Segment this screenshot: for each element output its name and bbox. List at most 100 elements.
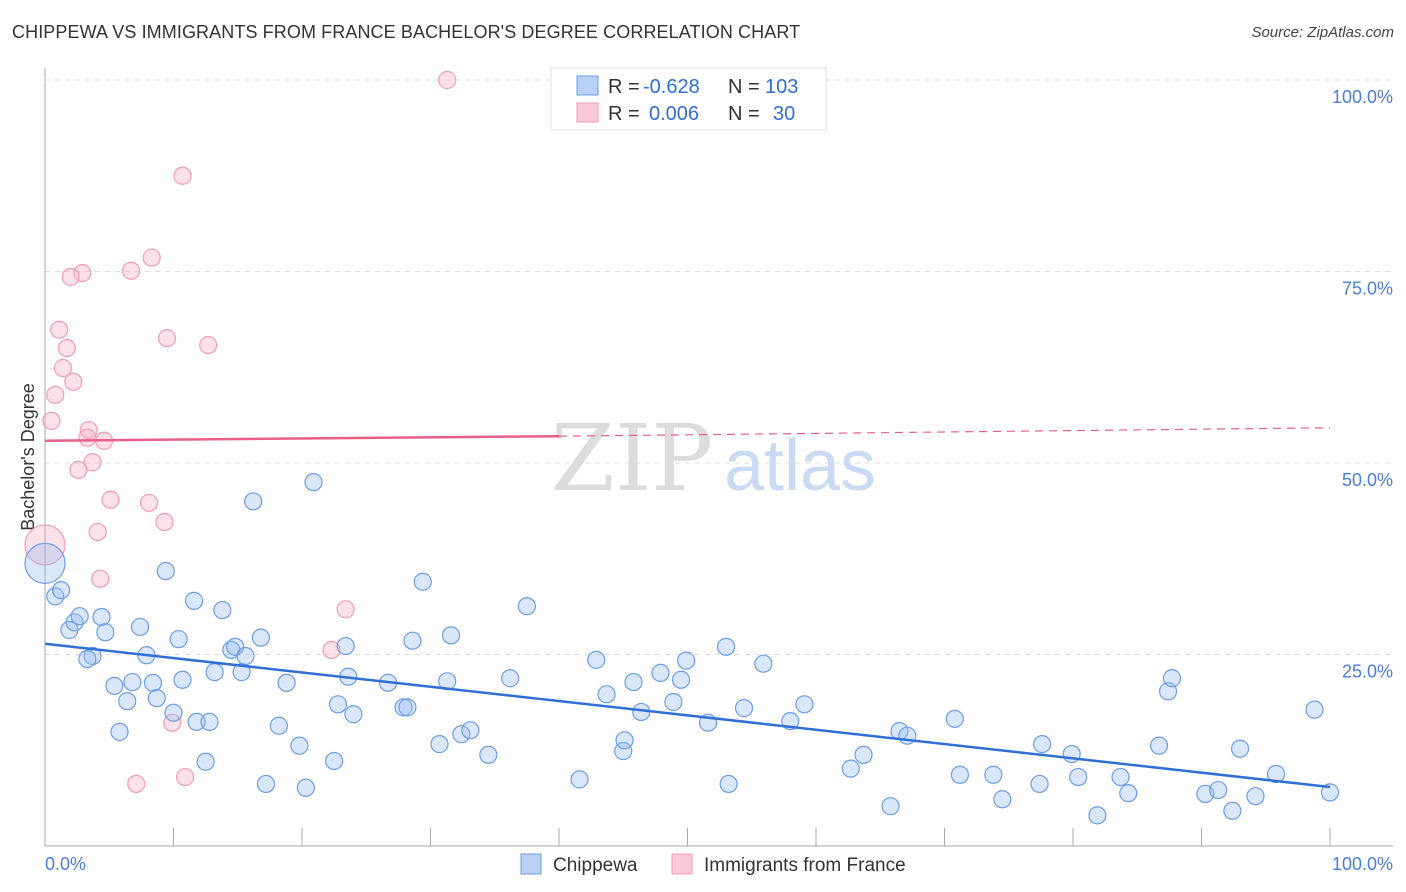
chippewa-point (413, 572, 432, 591)
france-point (24, 524, 66, 566)
chippewa-point (1119, 784, 1138, 803)
france-point (142, 248, 161, 267)
source-label: Source: ZipAtlas.com (1251, 24, 1394, 41)
chippewa-point (296, 778, 315, 797)
chippewa-point (290, 736, 309, 755)
chippewa-point (394, 698, 413, 717)
chippewa-point (430, 735, 449, 754)
chippewa-point (597, 685, 616, 704)
y-tick-label: 25.0% (1342, 662, 1393, 682)
france-point (127, 774, 146, 794)
chippewa-point (304, 473, 323, 492)
chippewa-point (1111, 767, 1130, 787)
france-point (53, 358, 73, 378)
chippewa-point (517, 597, 536, 616)
watermark-atlas: atlas (724, 426, 876, 506)
chippewa-point (1088, 806, 1107, 825)
france-point (175, 767, 195, 787)
chippewa-point (570, 770, 589, 789)
chippewa-point (452, 725, 471, 744)
france-point (199, 335, 218, 355)
france-point (50, 320, 69, 339)
chippewa-point (169, 630, 188, 649)
chippewa-point (213, 600, 232, 620)
stats-legend: R = -0.628 N = 103 R = 0.006 N = 30 (550, 67, 827, 131)
chippewa-point (78, 649, 97, 669)
y-tick-label: 75.0% (1342, 279, 1393, 299)
france-point (61, 267, 80, 286)
chippewa-point (1320, 783, 1340, 802)
legend-france-swatch (671, 853, 693, 875)
chippewa-point (1305, 700, 1324, 719)
chippewa-point (24, 542, 66, 584)
chippewa-point (205, 663, 224, 682)
chippewa-point (615, 731, 634, 750)
chippewa-point (118, 692, 137, 711)
france-point (322, 640, 341, 660)
data-points (24, 70, 1340, 825)
france-point (83, 453, 102, 472)
chippewa-point (398, 698, 417, 717)
chippewa-point (677, 651, 696, 670)
chippewa-point (105, 676, 124, 696)
chippewa-swatch (576, 75, 599, 96)
france-point (88, 522, 107, 542)
chippewa-point (328, 695, 348, 714)
chippewa-point (1162, 669, 1182, 688)
chippewa-trend-line (44, 642, 1331, 789)
chippewa-point (244, 492, 263, 511)
france-point (336, 600, 355, 619)
france-point (91, 569, 110, 588)
chippewa-point (92, 607, 111, 627)
chippewa-point (277, 673, 296, 692)
chippewa-point (236, 646, 255, 666)
x-tick-label-max: 100.0% (1332, 854, 1393, 874)
chippewa-point (196, 752, 215, 771)
chippewa-point (441, 626, 461, 645)
france-point (73, 263, 92, 283)
chippewa-point (110, 722, 129, 741)
chippewa-point (251, 628, 270, 647)
france-point (101, 490, 120, 509)
gridlines (45, 79, 1393, 655)
france-trend-line (44, 434, 560, 443)
chippewa-point (164, 703, 183, 722)
chippewa-point (147, 689, 166, 708)
n-label-france: N = (728, 103, 760, 125)
france-point (42, 411, 61, 430)
france-point (64, 372, 83, 391)
chippewa-point (795, 695, 814, 714)
chippewa-point (130, 617, 150, 637)
france-point (139, 493, 159, 512)
chippewa-point (754, 654, 773, 673)
france-point (79, 420, 98, 440)
chippewa-point (1209, 780, 1228, 800)
chart-title: CHIPPEWA VS IMMIGRANTS FROM FRANCE BACHE… (12, 22, 801, 42)
france-point (173, 166, 192, 185)
chippewa-point (123, 672, 142, 692)
france-point (69, 460, 88, 479)
chippewa-point (461, 721, 480, 740)
chippewa-point (671, 670, 691, 689)
r-label-chippewa: R = (608, 76, 640, 98)
chippewa-point (83, 646, 102, 666)
y-tick-label: 100.0% (1332, 87, 1393, 107)
france-point (155, 512, 174, 532)
chippewa-point (945, 709, 964, 728)
chippewa-point (200, 712, 219, 732)
chippewa-point (734, 699, 754, 718)
chippewa-point (344, 705, 363, 724)
france-trend-line-extrapolated (558, 427, 1331, 437)
chippewa-point (143, 673, 163, 692)
france-swatch (576, 102, 599, 123)
n-value-chippewa: 103 (765, 76, 798, 98)
chippewa-point (96, 623, 115, 642)
x-tick-label-min: 0.0% (45, 854, 86, 874)
chippewa-point (664, 692, 683, 712)
chippewa-point (1223, 801, 1242, 820)
n-label-chippewa: N = (728, 76, 760, 98)
y-axis-label: Bachelor's Degree (18, 383, 38, 531)
legend-chippewa-swatch (520, 853, 542, 875)
legend-chippewa-label: Chippewa (553, 855, 638, 876)
